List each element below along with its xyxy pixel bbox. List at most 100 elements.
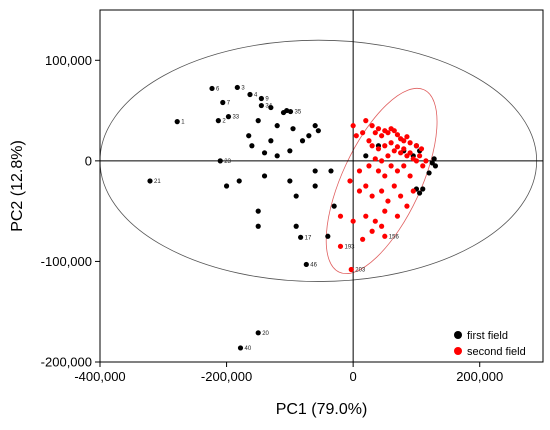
- point-second-field: [413, 143, 420, 149]
- point-second-field: [404, 203, 410, 209]
- confidence-ellipses: [99, 39, 538, 282]
- point-second-field: [366, 163, 372, 169]
- point-label: 4: [254, 92, 258, 98]
- point-second-field: [407, 173, 413, 179]
- point-label: 9: [265, 97, 269, 103]
- point-second-field: [379, 223, 385, 229]
- point-first-field: [174, 119, 180, 125]
- point-first-field: [261, 173, 268, 179]
- point-second-field: [385, 130, 391, 136]
- point-second-field: [356, 168, 363, 174]
- point-label: 40: [244, 346, 251, 352]
- point-second-field: [382, 208, 388, 214]
- point-first-field: [217, 158, 223, 164]
- y-tick-label: -100,000: [41, 254, 92, 269]
- point-label: 193: [344, 244, 355, 250]
- point-second-field: [372, 218, 378, 224]
- point-first-field: [328, 168, 334, 174]
- point-first-field: [298, 234, 304, 240]
- point-first-field: [432, 163, 439, 169]
- point-first-field: [312, 183, 318, 189]
- ellipse-second-field: [325, 87, 438, 275]
- x-tick-label: 200,000: [456, 369, 503, 384]
- point-first-field: [255, 118, 261, 124]
- point-second-field: [404, 134, 410, 140]
- point-second-field: [366, 138, 372, 144]
- point-second-field: [372, 156, 378, 162]
- point-first-field: [363, 153, 369, 159]
- point-second-field: [379, 188, 385, 194]
- point-label: 6: [216, 86, 220, 92]
- point-first-field: [331, 203, 337, 209]
- point-first-field: [249, 143, 255, 149]
- point-second-field: [369, 228, 375, 234]
- plot-area-frame: [99, 9, 544, 363]
- point-second-field: [398, 193, 404, 199]
- point-first-field: [258, 95, 264, 102]
- y-axis-title: PC2 (12.8%): [9, 140, 26, 232]
- point-first-field: [431, 156, 437, 162]
- point-first-field: [247, 91, 253, 98]
- point-label: 7: [227, 101, 231, 107]
- legend-marker-first-field: [454, 331, 462, 339]
- point-first-field: [255, 223, 261, 229]
- point-second-field: [418, 146, 425, 152]
- point-second-field: [394, 144, 401, 150]
- point-first-field: [236, 178, 242, 184]
- point-first-field: [287, 148, 293, 154]
- point-label: 156: [389, 234, 400, 240]
- point-second-field: [407, 150, 413, 156]
- point-first-field: [234, 84, 240, 91]
- point-second-field: [401, 146, 407, 152]
- point-first-field: [268, 104, 274, 111]
- point-second-field: [394, 132, 401, 138]
- point-first-field: [209, 85, 215, 92]
- point-first-field: [255, 330, 261, 336]
- point-first-field: [290, 126, 296, 132]
- point-first-field: [237, 345, 244, 351]
- point-label: 1: [181, 120, 185, 126]
- point-first-field: [258, 102, 264, 109]
- x-axis-title: PC1 (79.0%): [276, 401, 368, 418]
- point-second-field: [382, 143, 388, 149]
- point-second-field: [391, 128, 397, 134]
- point-label: 2: [222, 119, 226, 125]
- point-first-field: [274, 153, 280, 159]
- y-tick-label: 0: [85, 153, 92, 168]
- point-second-field: [347, 178, 353, 184]
- point-label: 46: [310, 262, 317, 268]
- point-second-field: [394, 168, 401, 174]
- point-first-field: [287, 178, 293, 184]
- point-second-field: [363, 183, 369, 189]
- point-first-field: [315, 128, 321, 134]
- point-second-field: [348, 266, 354, 273]
- y-tick-label: 100,000: [45, 53, 92, 68]
- point-second-field: [369, 143, 375, 149]
- point-second-field: [350, 123, 356, 129]
- point-first-field: [293, 223, 299, 229]
- point-label: 203: [355, 267, 366, 273]
- point-label: 35: [294, 110, 301, 116]
- point-second-field: [410, 188, 416, 194]
- point-first-field: [299, 138, 306, 144]
- point-second-field: [350, 218, 356, 224]
- legend-label-second-field: second field: [467, 346, 526, 358]
- point-second-field: [394, 213, 401, 219]
- point-second-field: [363, 118, 369, 124]
- point-first-field: [274, 123, 280, 129]
- point-first-field: [306, 133, 312, 139]
- point-second-field: [407, 140, 413, 146]
- point-first-field: [261, 150, 268, 156]
- y-tick-label: -200,000: [41, 355, 92, 370]
- point-second-field: [369, 123, 375, 129]
- point-second-field: [375, 126, 382, 132]
- point-second-field: [420, 163, 426, 169]
- point-first-field: [147, 178, 153, 184]
- point-first-field: [293, 193, 299, 199]
- point-second-field: [353, 133, 359, 139]
- point-first-field: [268, 138, 274, 144]
- point-second-field: [360, 130, 366, 136]
- point-second-field: [375, 146, 382, 152]
- point-label: 33: [232, 115, 239, 121]
- point-second-field: [401, 138, 407, 144]
